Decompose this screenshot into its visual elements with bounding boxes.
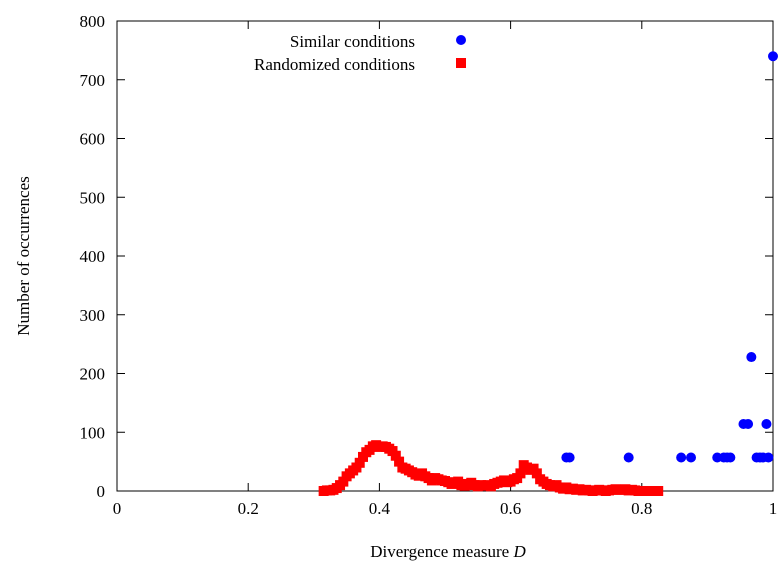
data-point — [761, 419, 772, 430]
legend-marker-randomized — [456, 58, 466, 68]
data-point — [686, 452, 696, 463]
data-point — [768, 51, 778, 62]
y-tick-label: 400 — [80, 247, 106, 266]
plot-frame — [116, 20, 774, 492]
series-layer — [318, 51, 778, 496]
legend-label-randomized: Randomized conditions — [254, 55, 415, 74]
axes — [116, 20, 774, 492]
x-tick-label: 0.4 — [369, 499, 391, 518]
data-point — [643, 486, 654, 496]
data-point — [515, 468, 526, 479]
data-point — [531, 468, 542, 479]
data-point — [394, 456, 405, 467]
data-point — [746, 352, 757, 363]
y-axis-title: Number of occurrences — [14, 176, 33, 336]
y-tick-label: 300 — [80, 306, 106, 325]
data-point — [390, 450, 401, 461]
data-point — [743, 419, 754, 430]
x-tick-label: 0.8 — [631, 499, 652, 518]
x-tick-label: 0 — [113, 499, 122, 518]
data-point — [623, 452, 634, 463]
legend-marker-similar — [456, 35, 466, 45]
data-point — [564, 452, 575, 463]
x-tick-label: 0.2 — [238, 499, 259, 518]
data-point — [338, 476, 349, 487]
x-axis-title: Divergence measure D — [370, 542, 526, 561]
series-similar — [561, 51, 778, 463]
legend: Similar conditions Randomized conditions — [254, 32, 466, 74]
y-tick-label: 500 — [80, 188, 106, 207]
y-tick-label: 600 — [80, 130, 106, 149]
data-point — [653, 486, 664, 496]
tick-labels: 0 0.2 0.4 0.6 0.8 1 0 100 200 300 400 500 600 700 800 — [80, 12, 778, 518]
tick-marks — [116, 20, 774, 492]
y-tick-label: 700 — [80, 71, 106, 90]
y-tick-label: 0 — [97, 482, 106, 501]
data-point — [676, 452, 687, 463]
data-point — [354, 457, 365, 468]
y-tick-label: 800 — [80, 12, 106, 31]
x-tick-label: 1 — [769, 499, 778, 518]
data-point — [633, 486, 644, 496]
data-point — [725, 452, 736, 463]
legend-label-similar: Similar conditions — [290, 32, 415, 51]
y-tick-label: 200 — [80, 365, 106, 384]
series-randomized — [318, 440, 664, 496]
y-tick-label: 100 — [80, 423, 106, 442]
x-tick-label: 0.6 — [500, 499, 521, 518]
data-point — [763, 452, 774, 463]
